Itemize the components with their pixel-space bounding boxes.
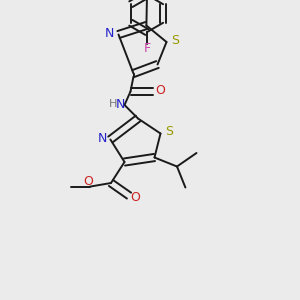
Text: N: N — [116, 98, 126, 111]
Text: O: O — [156, 84, 165, 98]
Text: N: N — [97, 132, 107, 146]
Text: F: F — [143, 41, 151, 55]
Text: H: H — [109, 99, 117, 110]
Text: N: N — [105, 27, 114, 40]
Text: O: O — [131, 190, 140, 204]
Text: S: S — [165, 125, 173, 139]
Text: O: O — [84, 175, 93, 188]
Text: S: S — [172, 34, 179, 47]
